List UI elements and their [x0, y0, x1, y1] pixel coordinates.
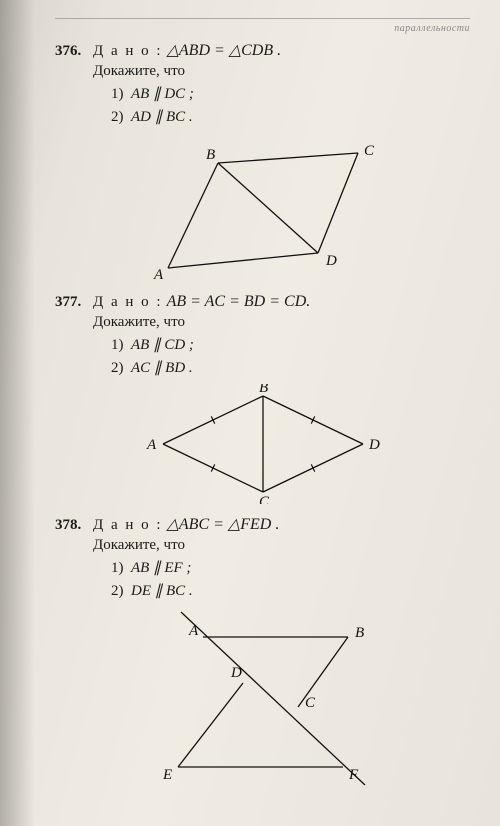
- svg-text:A: A: [188, 623, 199, 639]
- prove-item: 1) AB ∥ EF ;: [111, 557, 470, 580]
- given-math: AB = AC = BD = CD.: [167, 293, 311, 310]
- problem-377: 377. Д а н о : AB = AC = BD = CD. Докажи…: [55, 293, 470, 504]
- svg-text:C: C: [305, 695, 316, 711]
- prove-label: Докажите, что: [55, 60, 470, 83]
- svg-text:B: B: [355, 625, 364, 641]
- svg-text:D: D: [325, 253, 337, 269]
- figure-377: A B C D: [55, 384, 470, 504]
- svg-text:C: C: [364, 143, 375, 159]
- prove-item: 2) AC ∥ BD .: [111, 357, 470, 380]
- prove-label: Докажите, что: [55, 311, 470, 334]
- given-math: △ABC = △FED .: [167, 516, 280, 533]
- problem-376: 376. Д а н о : △ABD = △CDB . Докажите, ч…: [55, 40, 470, 283]
- given-math: △ABD = △CDB .: [167, 42, 282, 59]
- svg-text:B: B: [259, 384, 268, 396]
- svg-text:C: C: [259, 494, 270, 504]
- svg-text:A: A: [153, 267, 164, 283]
- problem-number: 376.: [55, 43, 93, 60]
- svg-text:A: A: [146, 437, 157, 453]
- prove-item: 1) AB ∥ CD ;: [111, 334, 470, 357]
- svg-text:D: D: [230, 665, 242, 681]
- page-header-sub: параллельности: [55, 23, 470, 34]
- given-label: Д а н о :: [93, 43, 163, 59]
- prove-label: Докажите, что: [55, 534, 470, 557]
- figure-378: A B C D E F: [55, 607, 470, 787]
- svg-text:F: F: [348, 767, 359, 783]
- svg-text:D: D: [368, 437, 380, 453]
- svg-text:E: E: [162, 767, 172, 783]
- prove-item: 1) AB ∥ DC ;: [111, 83, 470, 106]
- given-label: Д а н о :: [93, 294, 163, 310]
- problem-number: 377.: [55, 294, 93, 311]
- svg-text:B: B: [206, 147, 215, 163]
- prove-item: 2) AD ∥ BC .: [111, 106, 470, 129]
- given-label: Д а н о :: [93, 517, 163, 533]
- figure-376: A B C D: [55, 133, 470, 283]
- prove-item: 2) DE ∥ BC .: [111, 580, 470, 603]
- problem-378: 378. Д а н о : △ABC = △FED . Докажите, ч…: [55, 514, 470, 787]
- problem-number: 378.: [55, 517, 93, 534]
